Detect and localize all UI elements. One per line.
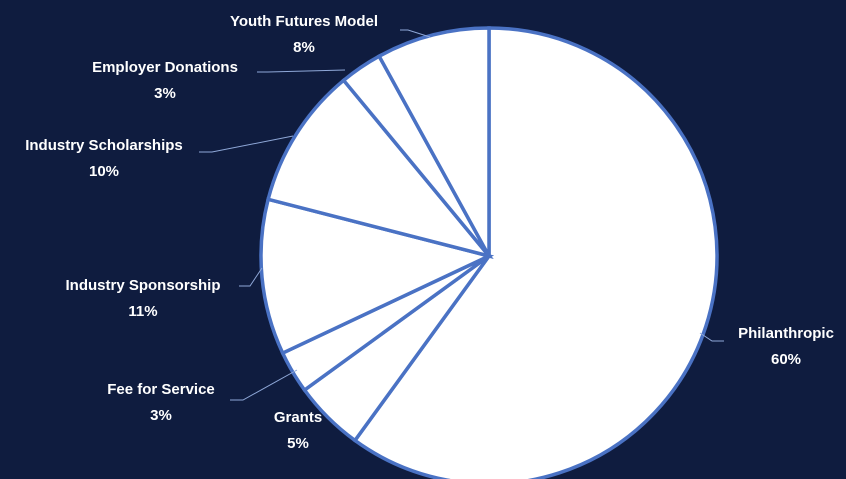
data-label-value-grants: 5% — [287, 435, 309, 452]
data-label-value-youth-futures-model: 8% — [293, 39, 315, 56]
leader-line-philanthropic — [699, 332, 724, 342]
data-label-name-employer-donations: Employer Donations — [92, 59, 238, 76]
leader-line-industry-sponsorship — [239, 267, 263, 287]
data-label-name-fee-for-service: Fee for Service — [107, 381, 215, 398]
pie-data-labels: Philanthropic 60% Grants 5% Fee for Service 3… — [25, 13, 834, 452]
data-label-name-industry-scholarships: Industry Scholarships — [25, 137, 183, 154]
pie-slice-industry-sponsorship — [259, 197, 495, 356]
data-label-value-industry-sponsorship: 11% — [128, 303, 157, 320]
pie-slice-youth-futures-model — [376, 26, 491, 257]
leader-line-employer-donations — [257, 69, 346, 73]
label-leader-lines — [199, 29, 724, 401]
data-label-value-industry-scholarships: 10% — [89, 163, 119, 180]
data-label-value-philanthropic: 60% — [771, 351, 801, 368]
pie-slice-industry-scholarships — [266, 77, 494, 260]
data-label-name-philanthropic: Philanthropic — [738, 325, 834, 342]
data-label-name-grants: Grants — [274, 409, 322, 426]
pie-slices — [259, 26, 719, 479]
data-label-name-youth-futures-model: Youth Futures Model — [230, 13, 378, 30]
pie-slice-philanthropic — [352, 26, 719, 479]
data-label-value-employer-donations: 3% — [154, 85, 176, 102]
leader-line-fee-for-service — [230, 369, 298, 401]
data-label-value-fee-for-service: 3% — [150, 407, 172, 424]
data-label-name-industry-sponsorship: Industry Sponsorship — [65, 277, 220, 294]
leader-line-industry-scholarships — [199, 135, 294, 153]
leader-line-youth-futures-model — [400, 29, 431, 38]
